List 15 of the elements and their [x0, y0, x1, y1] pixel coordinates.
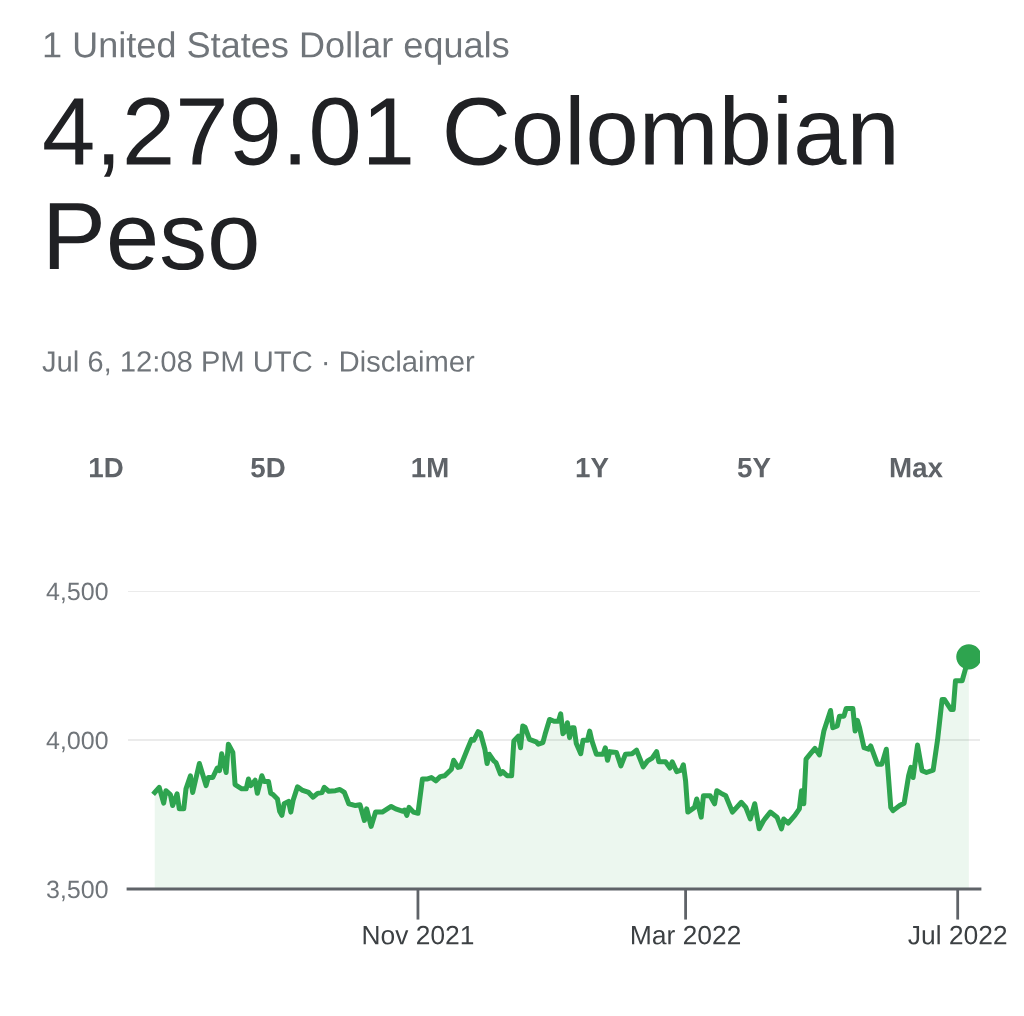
- text: 5Y: [737, 458, 771, 478]
- chart-title: 4,279.01 Colombian Peso: [44, 95, 894, 271]
- y-tick-label: 3,500: [46, 880, 108, 902]
- text: 1Y: [576, 458, 609, 478]
- x-tick-label: Nov 2021: [363, 925, 474, 945]
- text: 1D: [90, 458, 123, 478]
- text: Max: [890, 458, 943, 478]
- text: 1 United States Dollar equals: [44, 31, 509, 65]
- text: 1M: [412, 458, 448, 478]
- text: 5D: [251, 458, 285, 478]
- y-tick-label: 4,500: [46, 582, 108, 604]
- y-tick-label: 4,000: [46, 731, 108, 753]
- x-tick-label: Mar 2022: [632, 925, 741, 945]
- x-tick-label: Jul 2022: [908, 925, 1007, 945]
- text: Jul 6, 12:08 PM UTC · Disclaimer: [42, 350, 475, 376]
